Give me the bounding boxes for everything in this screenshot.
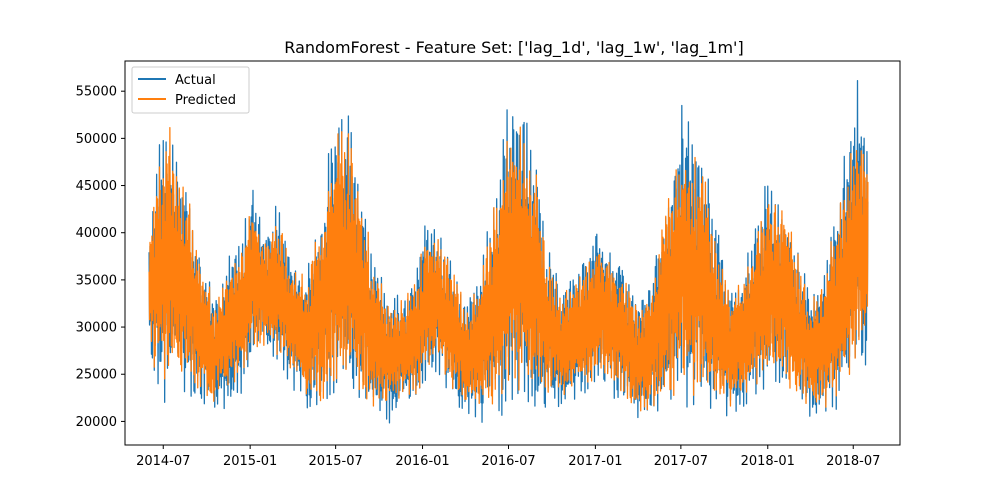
- chart-title: RandomForest - Feature Set: ['lag_1d', '…: [284, 38, 743, 58]
- legend-label-predicted: Predicted: [175, 93, 236, 108]
- y-tick-label: 25000: [76, 368, 117, 383]
- y-tick-label: 50000: [76, 132, 117, 147]
- x-tick-label: 2017-01: [568, 454, 622, 469]
- y-tick-label: 30000: [76, 321, 117, 336]
- x-tick-label: 2017-07: [654, 454, 708, 469]
- y-axis: 20000 25000 30000 35000 40000 45000 50000 55000: [76, 85, 125, 430]
- x-tick-label: 2015-01: [223, 454, 277, 469]
- x-tick-label: 2015-07: [308, 454, 362, 469]
- series-layer: [148, 80, 869, 424]
- series-line-predicted: [148, 126, 869, 412]
- y-tick-label: 45000: [76, 179, 117, 194]
- y-tick-label: 55000: [76, 85, 117, 100]
- y-tick-label: 40000: [76, 226, 117, 241]
- x-tick-label: 2016-01: [395, 454, 449, 469]
- y-tick-label: 35000: [76, 273, 117, 288]
- y-tick-label: 20000: [76, 415, 117, 430]
- legend: Actual Predicted: [131, 66, 250, 114]
- legend-label-actual: Actual: [175, 73, 216, 88]
- x-axis: 2014-07 2015-01 2015-07 2016-01 2016-07 2017-…: [136, 445, 880, 469]
- x-tick-label: 2014-07: [136, 454, 190, 469]
- x-tick-label: 2018-07: [826, 454, 880, 469]
- plot-frame: [124, 60, 901, 446]
- x-tick-label: 2018-01: [741, 454, 795, 469]
- x-tick-label: 2016-07: [481, 454, 535, 469]
